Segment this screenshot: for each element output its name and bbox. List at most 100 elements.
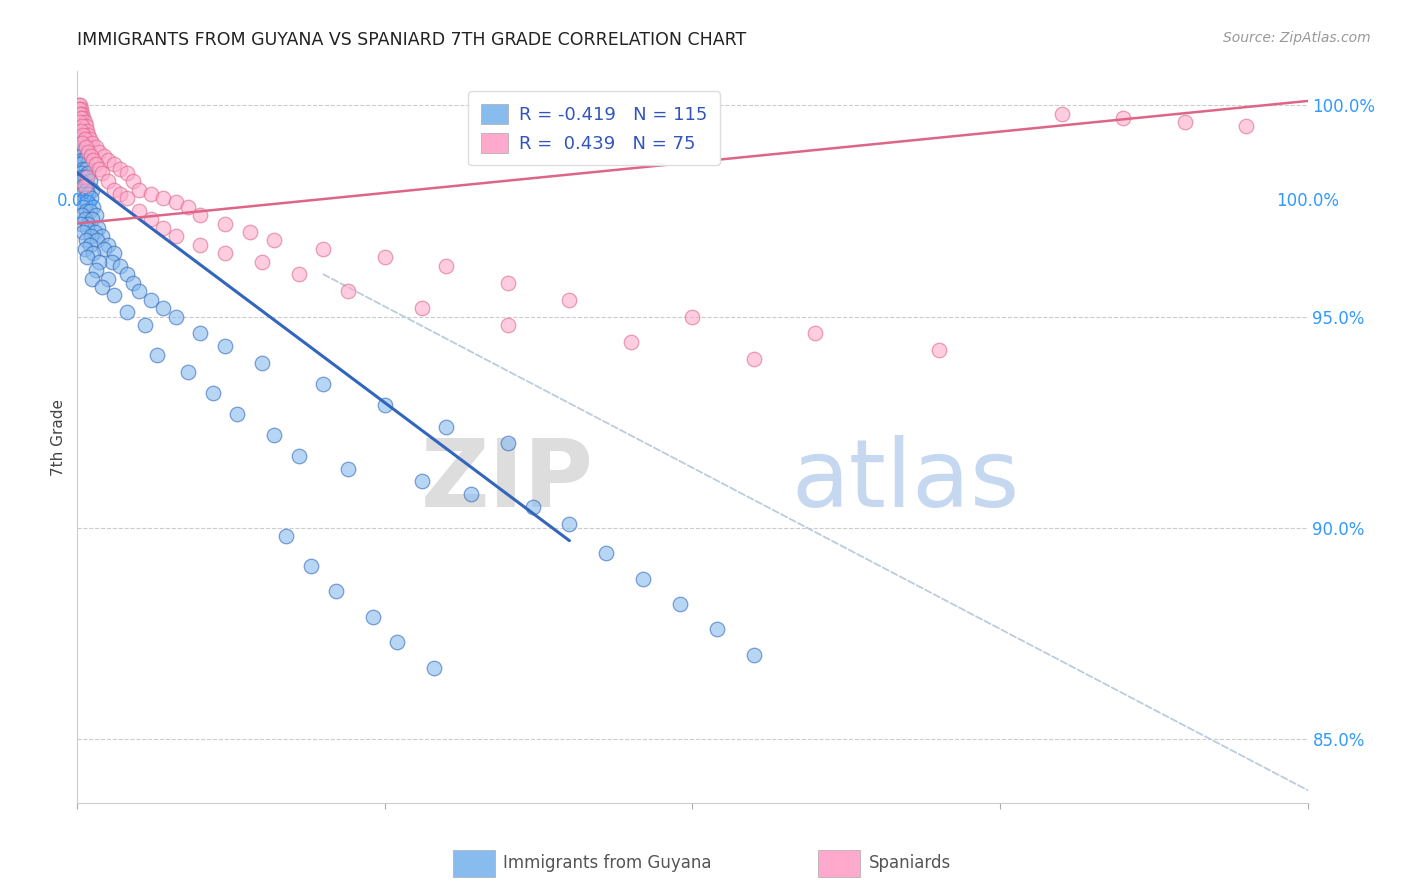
Point	[70, 123, 93, 137]
Point	[70, 120, 93, 134]
Point	[152, 191, 174, 205]
Point	[73, 140, 96, 154]
Point	[1234, 120, 1257, 134]
Point	[84, 263, 107, 277]
Point	[69, 98, 91, 112]
Point	[72, 200, 94, 214]
Point	[84, 157, 107, 171]
Point	[69, 106, 91, 120]
Point	[188, 208, 212, 222]
Point	[201, 385, 224, 400]
Point	[76, 169, 98, 184]
Point	[67, 128, 90, 142]
Point	[742, 351, 765, 366]
Point	[141, 212, 163, 227]
Point	[67, 111, 90, 125]
Point	[76, 123, 98, 137]
Point	[141, 186, 163, 201]
Point	[83, 225, 105, 239]
Point	[70, 103, 93, 117]
Text: 0.0%: 0.0%	[56, 192, 98, 210]
Point	[299, 559, 322, 574]
Point	[374, 398, 396, 412]
Point	[165, 195, 187, 210]
Point	[73, 169, 96, 184]
Point	[90, 229, 114, 244]
Point	[121, 276, 143, 290]
Point	[70, 140, 93, 154]
Point	[423, 660, 446, 674]
Point	[97, 174, 120, 188]
Point	[110, 161, 132, 176]
Point	[73, 132, 96, 146]
Point	[73, 191, 96, 205]
Point	[75, 161, 97, 176]
Point	[72, 132, 94, 146]
Point	[558, 516, 581, 531]
Point	[1112, 111, 1135, 125]
Point	[84, 140, 107, 154]
Point	[72, 111, 94, 125]
Point	[76, 195, 98, 210]
Point	[67, 136, 90, 151]
Point	[385, 635, 409, 649]
Y-axis label: 7th Grade: 7th Grade	[51, 399, 66, 475]
Point	[177, 200, 200, 214]
Point	[76, 251, 98, 265]
Point	[496, 436, 519, 450]
Point	[93, 242, 115, 256]
Point	[79, 174, 101, 188]
Point	[115, 268, 138, 282]
Text: ZIP: ZIP	[422, 435, 595, 527]
Point	[134, 318, 156, 332]
Point	[69, 145, 91, 159]
Point	[76, 178, 98, 193]
Point	[214, 217, 236, 231]
Point	[460, 487, 482, 501]
Point	[75, 120, 97, 134]
Point	[804, 326, 827, 341]
Point	[165, 310, 187, 324]
Point	[682, 310, 704, 324]
Point	[152, 301, 174, 315]
Point	[152, 220, 174, 235]
Point	[496, 276, 519, 290]
Point	[214, 246, 236, 260]
Point	[97, 153, 120, 168]
Point	[67, 103, 90, 117]
Point	[75, 234, 97, 248]
Point	[250, 356, 273, 370]
Point	[84, 208, 107, 222]
Point	[80, 149, 103, 163]
Point	[73, 242, 96, 256]
Point	[79, 237, 101, 252]
Point	[70, 111, 93, 125]
Point	[177, 365, 200, 379]
Point	[103, 157, 125, 171]
Point	[115, 191, 138, 205]
Point	[70, 169, 93, 184]
Point	[70, 111, 93, 125]
Text: 100.0%: 100.0%	[1277, 192, 1339, 210]
Legend: R = -0.419   N = 115, R =  0.439   N = 75: R = -0.419 N = 115, R = 0.439 N = 75	[468, 91, 720, 165]
Point	[128, 183, 150, 197]
Point	[77, 166, 100, 180]
Point	[73, 153, 96, 168]
Point	[411, 301, 433, 315]
Point	[69, 157, 91, 171]
Point	[82, 246, 104, 260]
Text: Spaniards: Spaniards	[869, 855, 950, 872]
Point	[70, 186, 93, 201]
Point	[82, 212, 104, 227]
Point	[263, 234, 285, 248]
Point	[80, 229, 103, 244]
Point	[77, 186, 100, 201]
Point	[69, 106, 91, 120]
Point	[67, 103, 90, 117]
Point	[115, 305, 138, 319]
Point	[82, 136, 104, 151]
Point	[70, 149, 93, 163]
Point	[97, 237, 120, 252]
Point	[312, 377, 335, 392]
Point	[620, 334, 643, 349]
